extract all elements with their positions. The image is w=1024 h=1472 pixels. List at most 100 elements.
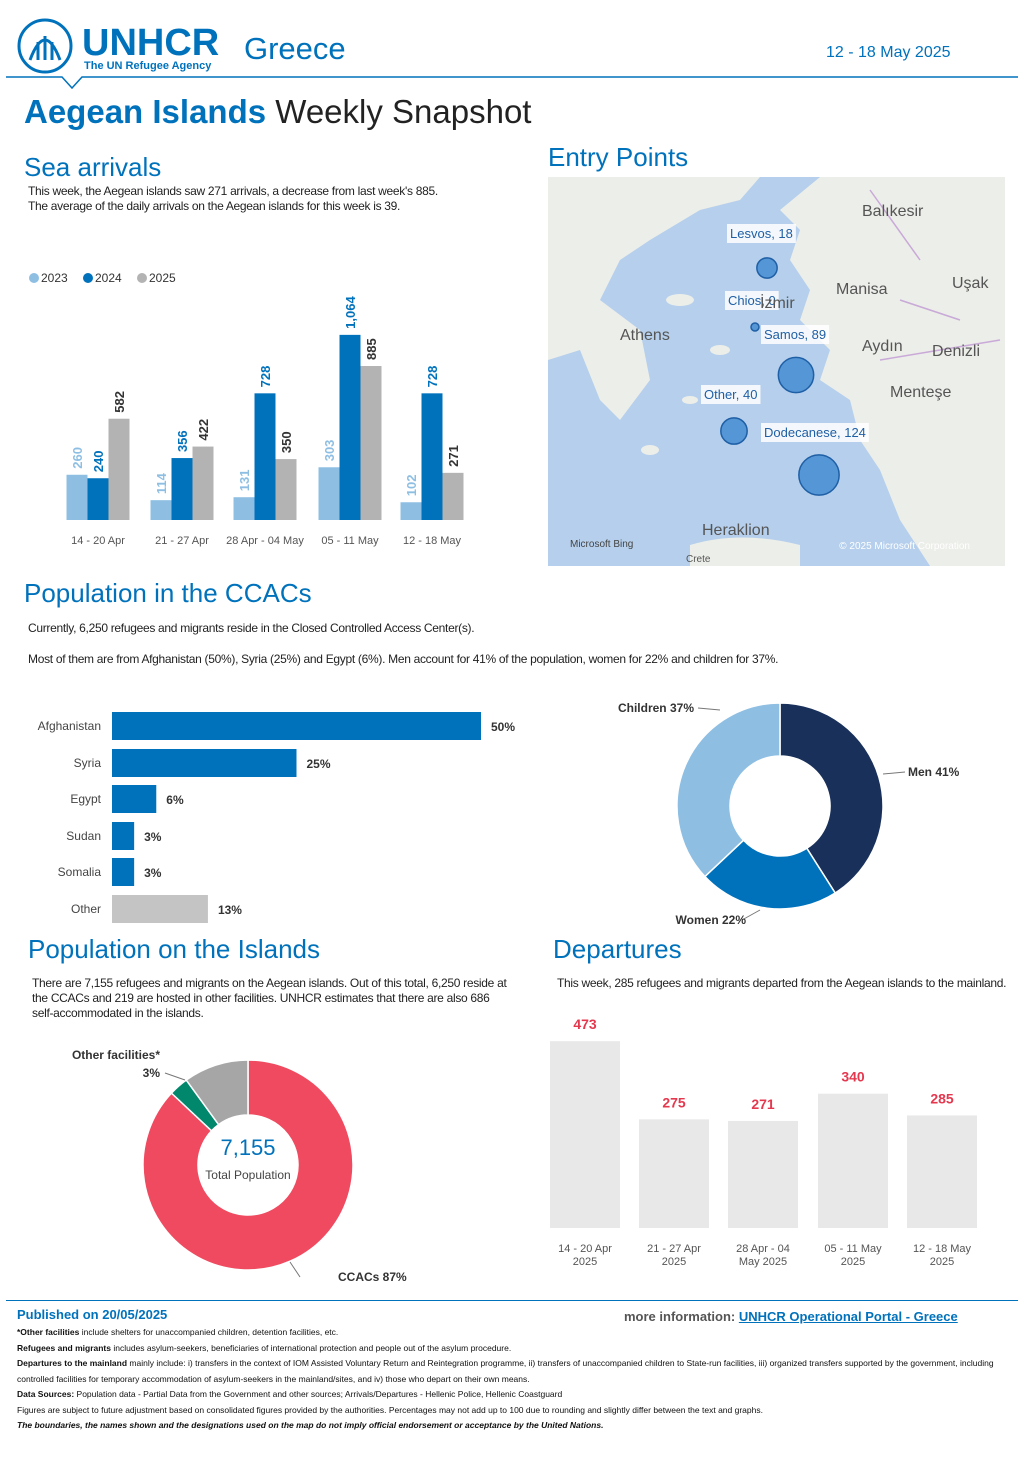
bar — [112, 712, 481, 740]
map-credit: © 2025 Microsoft Corporation — [839, 541, 970, 552]
bar — [108, 418, 130, 520]
x-tick-label: 05 - 11 May — [321, 535, 379, 547]
legend-swatch — [83, 273, 93, 283]
note-text: mainly include: i) transfers in the cont… — [17, 1358, 994, 1384]
donut-segment — [185, 1059, 249, 1126]
note-text: Figures are subject to future adjustment… — [17, 1404, 763, 1415]
center-value: 7,155 — [220, 1135, 275, 1160]
footnotes: *Other facilities include shelters for u… — [17, 1325, 1007, 1434]
bar — [112, 749, 297, 777]
footnote: *Other facilities include shelters for u… — [17, 1325, 1007, 1341]
data-label: 3% — [144, 866, 162, 880]
data-label: 340 — [841, 1069, 865, 1085]
bar — [66, 474, 88, 520]
data-label: 260 — [70, 447, 85, 469]
footnote: Refugees and migrants includes asylum-se… — [17, 1341, 1007, 1357]
legend-label: 2025 — [149, 271, 176, 285]
footnote: The boundaries, the names shown and the … — [17, 1418, 1007, 1434]
bar — [112, 858, 135, 886]
place-name: Menteşe — [890, 384, 951, 401]
data-label: 275 — [662, 1094, 686, 1110]
header-rule — [6, 76, 1018, 90]
y-tick-label: Syria — [74, 756, 102, 770]
bar — [87, 478, 109, 520]
data-label: 582 — [112, 391, 127, 413]
data-label: 131 — [237, 470, 252, 492]
note-term: *Other facilities — [17, 1327, 80, 1337]
paragraph: This week, the Aegean islands saw 271 ar… — [28, 184, 438, 198]
section-heading: Entry Points — [548, 142, 689, 172]
bar — [400, 502, 422, 520]
x-tick-label: 28 Apr - 04 May — [226, 535, 304, 547]
data-label: 102 — [404, 475, 419, 497]
bar — [339, 334, 361, 520]
data-label: 25% — [307, 757, 331, 771]
legend-label: 2023 — [41, 271, 68, 285]
bar — [112, 785, 157, 813]
title-rest: Weekly Snapshot — [275, 93, 532, 130]
label-box — [701, 385, 761, 404]
data-label: CCACs 87% — [338, 1270, 407, 1284]
data-label: 240 — [91, 451, 106, 473]
data-label: 13% — [218, 903, 242, 917]
bubble — [756, 257, 778, 279]
bar — [254, 393, 276, 520]
data-label: Women 22% — [676, 913, 747, 927]
section-heading: Population in the CCACs — [24, 578, 312, 608]
place-name: Balıkesir — [862, 203, 924, 220]
footer-rule — [6, 1300, 1018, 1301]
bubble — [798, 454, 840, 496]
x-tick-label: 21 - 27 Apr — [155, 535, 209, 547]
x-tick-label: 21 - 27 Apr 2025 — [647, 1243, 701, 1268]
note-text: Population data - Partial Data from the … — [74, 1389, 563, 1399]
more-info: more information: UNHCR Operational Port… — [624, 1309, 958, 1324]
org-name: UNHCR — [82, 22, 220, 64]
place-name: Denizli — [932, 343, 980, 360]
place-name: Heraklion — [702, 522, 770, 539]
center-label: Total Population — [205, 1168, 290, 1182]
tagline: The UN Refugee Agency — [84, 60, 212, 72]
x-tick-label: 28 Apr - 04 May 2025 — [736, 1243, 790, 1268]
bar — [171, 458, 193, 520]
title-bold: Aegean Islands — [24, 93, 267, 130]
section-text: This week, the Aegean islands saw 271 ar… — [28, 184, 498, 214]
logo — [17, 18, 73, 74]
legend-swatch — [29, 273, 39, 283]
place-name: Crete — [686, 554, 711, 565]
page-title: Aegean Islands Weekly Snapshot — [24, 93, 531, 131]
data-label: 422 — [196, 419, 211, 441]
data-label: 303 — [322, 440, 337, 462]
data-label: 285 — [930, 1090, 954, 1106]
bar — [318, 467, 340, 520]
data-label: Men 41% — [908, 765, 960, 779]
data-label: 356 — [175, 430, 190, 452]
bar — [112, 822, 135, 850]
data-label: 885 — [364, 338, 379, 360]
label-box — [725, 291, 779, 310]
date: 12 - 18 May 2025 — [826, 44, 951, 61]
data-label: 6% — [166, 793, 184, 807]
data-label: 3% — [143, 1066, 161, 1080]
data-label: 50% — [491, 720, 515, 734]
y-tick-label: Afghanistan — [38, 719, 101, 733]
paragraph: The average of the daily arrivals on the… — [28, 199, 401, 213]
bubble-label: Dodecanese, 124 — [764, 425, 866, 440]
bubble-label: Lesvos, 18 — [730, 226, 793, 241]
portal-link[interactable]: UNHCR Operational Portal - Greece — [738, 1309, 958, 1324]
more-label: more information: — [624, 1309, 736, 1324]
leader-line — [289, 1261, 301, 1278]
y-tick-label: Somalia — [58, 865, 102, 879]
leader-line — [697, 707, 721, 711]
note-text: The boundaries, the names shown and the … — [17, 1420, 604, 1430]
leader-line — [882, 771, 906, 775]
bubble-label: Other, 40 — [704, 387, 757, 402]
category-label: Other facilities* — [72, 1048, 160, 1062]
published: Published on 20/05/2025 — [17, 1307, 168, 1322]
data-label: 1,064 — [343, 296, 358, 329]
label-box — [727, 224, 796, 243]
place-name: Athens — [620, 327, 670, 344]
note-term: Departures to the mainland — [17, 1358, 128, 1368]
x-tick-label: 14 - 20 Apr — [71, 535, 125, 547]
legend-label: 2024 — [95, 271, 122, 285]
donut-segment — [676, 702, 781, 878]
